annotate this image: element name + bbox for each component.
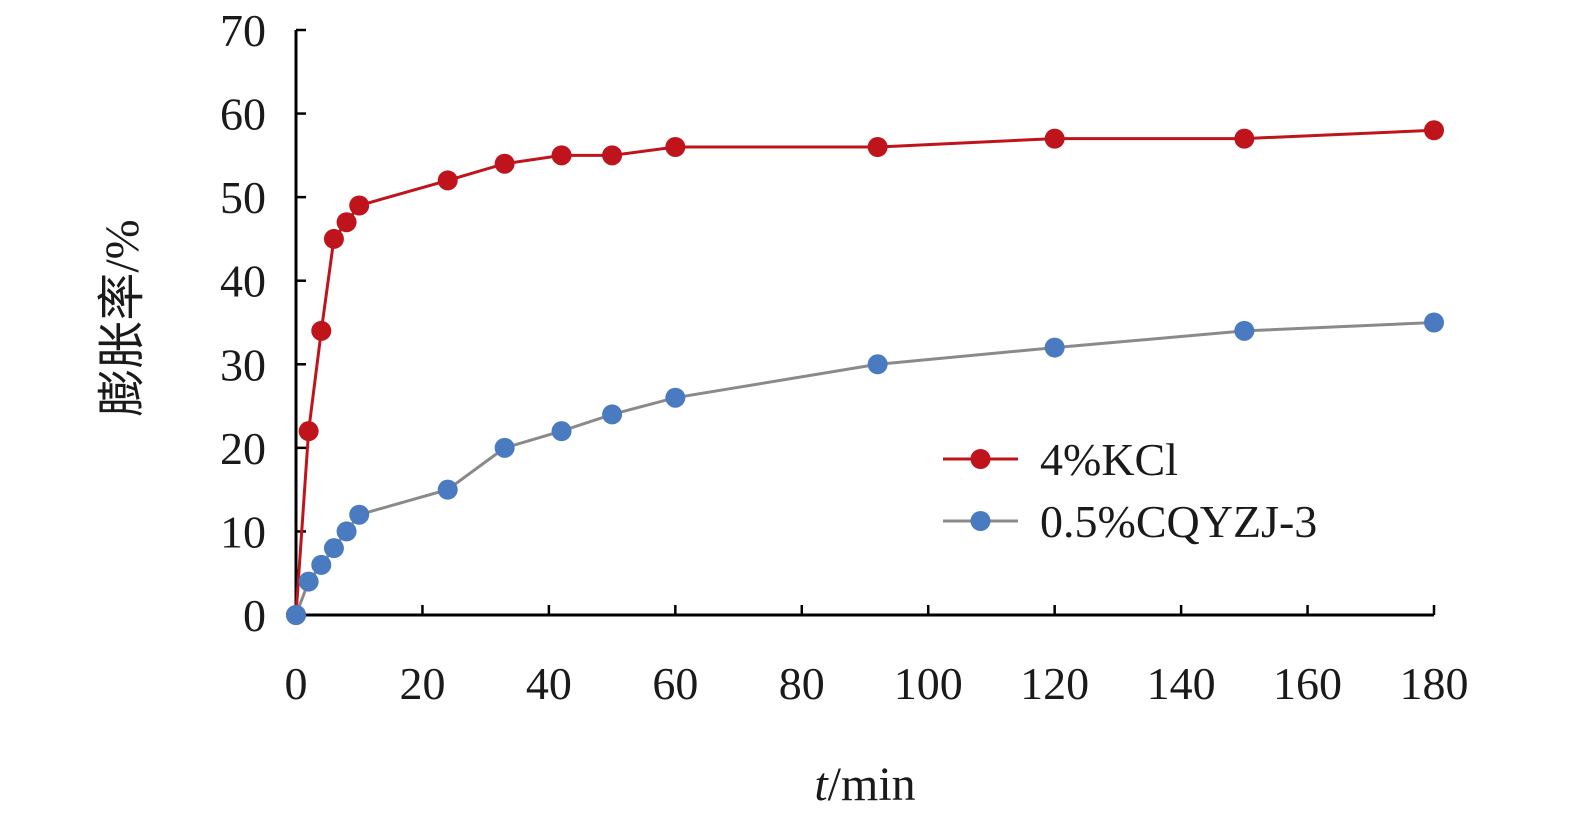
x-tick-label: 140 — [1147, 658, 1216, 709]
legend-swatch-marker — [970, 511, 991, 531]
data-point — [286, 605, 306, 625]
x-tick-label: 0 — [285, 658, 308, 709]
data-point — [1424, 312, 1444, 333]
data-point — [602, 404, 623, 425]
data-point — [602, 145, 623, 166]
series-2 — [286, 312, 1444, 625]
x-axis-title: t/min — [814, 758, 915, 811]
data-point — [336, 521, 357, 542]
x-tick-label: 120 — [1020, 658, 1089, 709]
data-point — [1424, 120, 1444, 141]
y-tick-label: 20 — [220, 423, 266, 474]
legend-label: 4%KCl — [1040, 434, 1178, 485]
data-point — [323, 538, 344, 559]
data-point — [494, 153, 515, 174]
legend-label: 0.5%CQYZJ-3 — [1040, 496, 1317, 547]
y-tick-label: 30 — [220, 339, 266, 390]
x-axis-ticks: 0 20 40 60 80 100 120 140 160 180 — [285, 605, 1469, 709]
series-layer — [286, 120, 1444, 625]
y-tick-label: 70 — [220, 5, 266, 56]
x-axis-title-italic: t — [814, 758, 829, 811]
data-point — [298, 571, 319, 592]
data-point — [1044, 337, 1065, 358]
data-point — [437, 170, 458, 191]
x-axis-title-unit: /min — [828, 758, 916, 811]
y-axis-title: 膨胀率/% — [96, 219, 149, 416]
data-point — [349, 504, 370, 525]
y-tick-label: 10 — [220, 506, 266, 557]
legend-swatch-marker — [970, 449, 991, 469]
series-1 — [286, 120, 1444, 625]
data-point — [867, 354, 888, 375]
series-line — [294, 321, 1435, 616]
data-point — [336, 212, 357, 233]
data-point — [298, 421, 319, 442]
x-tick-label: 160 — [1273, 658, 1342, 709]
y-tick-label: 40 — [220, 256, 266, 307]
data-point — [551, 421, 572, 442]
legend: 4%KCl 0.5%CQYZJ-3 — [943, 434, 1317, 547]
data-point — [665, 137, 686, 157]
y-tick-label: 50 — [220, 172, 266, 223]
data-point — [349, 195, 370, 216]
legend-item: 0.5%CQYZJ-3 — [943, 496, 1317, 547]
data-point — [665, 387, 686, 408]
data-point — [867, 137, 888, 157]
legend-item: 4%KCl — [943, 434, 1178, 485]
data-point — [1044, 128, 1065, 149]
data-point — [1234, 128, 1255, 149]
data-point — [323, 228, 344, 249]
data-point — [311, 554, 332, 575]
y-axis-ticks: 0 10 20 30 40 50 60 70 — [220, 5, 306, 641]
data-point — [1234, 320, 1255, 341]
axes — [294, 30, 1434, 617]
x-tick-label: 180 — [1400, 658, 1469, 709]
x-tick-label: 20 — [399, 658, 445, 709]
data-point — [551, 145, 572, 166]
data-point — [494, 437, 515, 458]
x-tick-label: 40 — [526, 658, 572, 709]
y-tick-label: 0 — [243, 590, 266, 641]
x-tick-label: 80 — [779, 658, 825, 709]
x-tick-label: 100 — [894, 658, 963, 709]
x-tick-label: 60 — [652, 658, 698, 709]
data-point — [437, 479, 458, 500]
y-tick-label: 60 — [220, 89, 266, 140]
data-point — [311, 320, 332, 341]
